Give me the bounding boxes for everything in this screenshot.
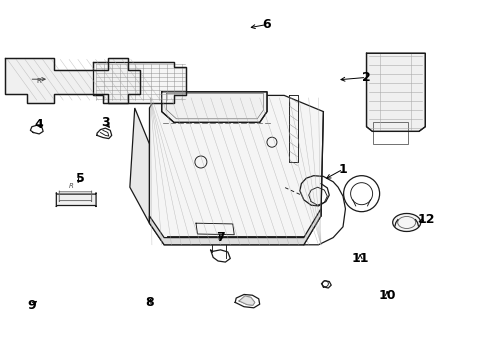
Text: 6: 6 [263,18,271,31]
Polygon shape [162,92,267,122]
Text: 11: 11 [351,252,369,265]
Text: 10: 10 [378,289,396,302]
Polygon shape [149,95,323,245]
Polygon shape [130,108,149,223]
Text: 4: 4 [35,118,44,131]
Polygon shape [367,53,425,131]
FancyBboxPatch shape [56,193,96,207]
Ellipse shape [392,213,421,231]
Polygon shape [93,62,186,103]
Text: 1: 1 [339,163,347,176]
Text: 8: 8 [145,296,154,309]
Text: 12: 12 [417,213,435,226]
Polygon shape [239,296,255,305]
Polygon shape [5,58,140,103]
Text: 3: 3 [101,116,110,129]
Text: 9: 9 [27,299,36,312]
Text: 7: 7 [216,231,225,244]
Text: 5: 5 [76,172,85,185]
Polygon shape [149,209,321,245]
Text: R: R [69,184,74,189]
Text: 2: 2 [362,71,371,84]
Text: R: R [37,78,42,84]
